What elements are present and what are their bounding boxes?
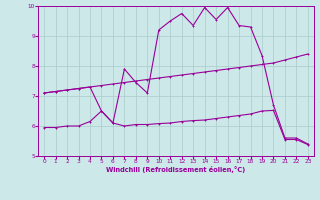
X-axis label: Windchill (Refroidissement éolien,°C): Windchill (Refroidissement éolien,°C): [106, 166, 246, 173]
